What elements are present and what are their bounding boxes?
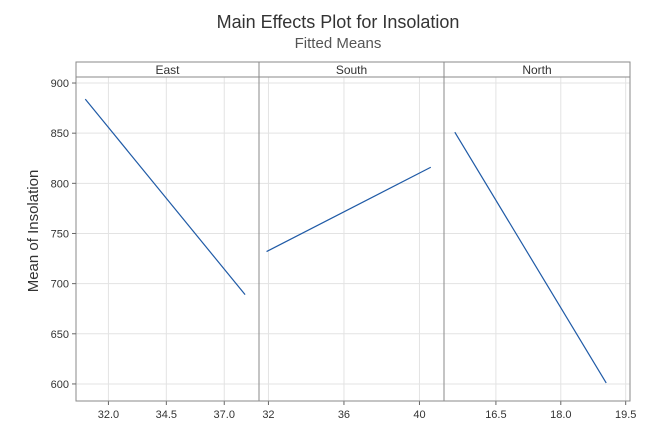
x-tick-label: 16.5 [485, 409, 506, 421]
chart-title: Main Effects Plot for Insolation [217, 12, 460, 32]
series-line [266, 166, 432, 253]
panel-frame [443, 76, 631, 402]
x-tick-label: 32 [262, 409, 274, 421]
panel-label: East [155, 63, 180, 77]
y-tick-label: 850 [51, 128, 69, 140]
panel-label: South [336, 63, 367, 77]
x-tick-label: 40 [413, 409, 425, 421]
y-tick-label: 750 [51, 228, 69, 240]
y-tick-label: 800 [51, 178, 69, 190]
series-line [84, 98, 246, 296]
x-tick-label: 34.5 [156, 409, 177, 421]
plot-area: East 32.0 34.5 37.0 South 32 36 40 North 16.5 18.0… [51, 61, 636, 421]
x-tick-label: 18.0 [550, 409, 571, 421]
panel-frame [75, 76, 260, 402]
panel-frame [258, 76, 445, 402]
x-tick-label: 19.5 [615, 409, 636, 421]
x-tick-label: 36 [338, 409, 350, 421]
y-tick-label: 650 [51, 329, 69, 341]
y-tick-label: 900 [51, 78, 69, 90]
y-tick-label: 700 [51, 279, 69, 291]
x-tick-label: 32.0 [98, 409, 119, 421]
panel-label: North [522, 63, 551, 77]
x-tick-label: 37.0 [214, 409, 235, 421]
chart-subtitle: Fitted Means [295, 35, 382, 52]
y-axis-label: Mean of Insolation [25, 170, 42, 293]
y-tick-label: 600 [51, 379, 69, 391]
series-line [454, 131, 607, 384]
